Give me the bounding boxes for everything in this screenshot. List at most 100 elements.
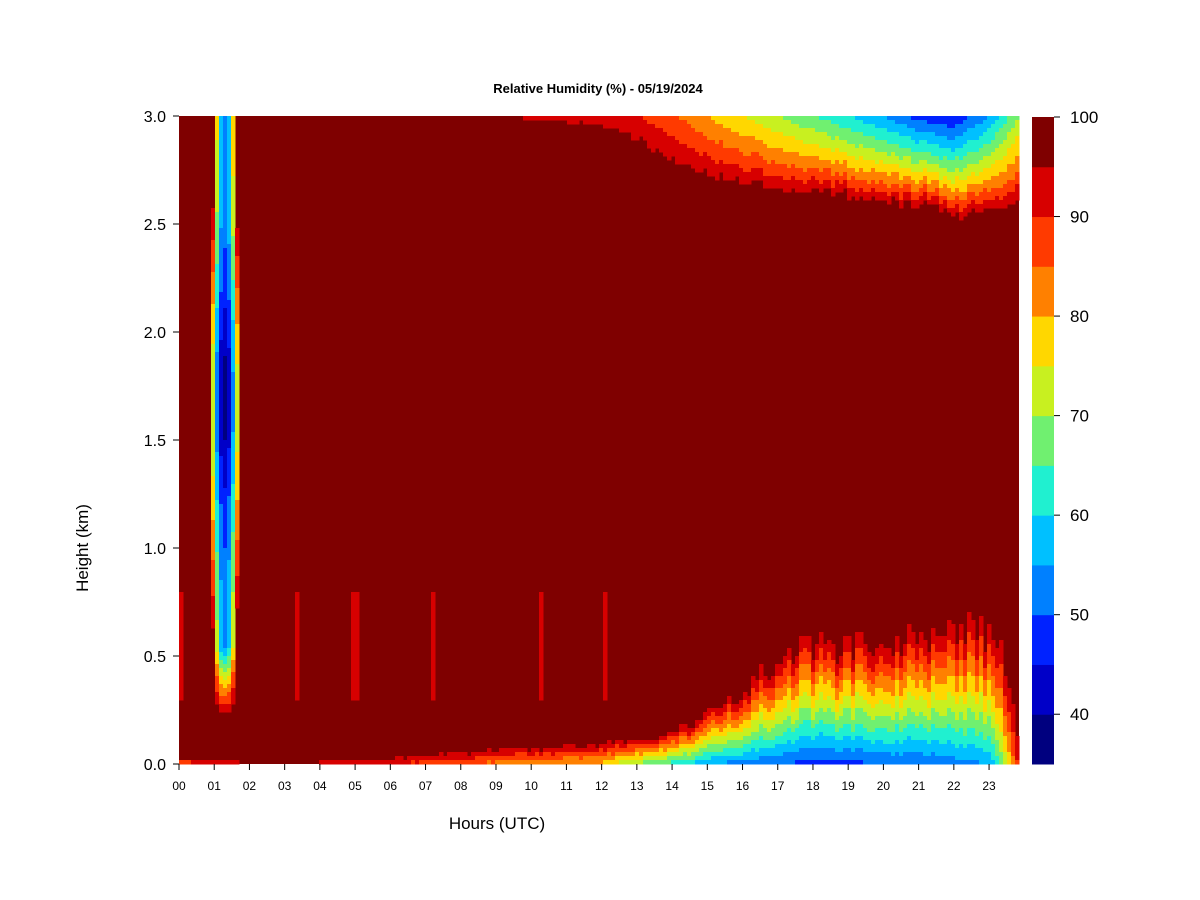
heatmap-cell xyxy=(887,188,892,197)
heatmap-cell xyxy=(835,148,840,161)
heatmap-cell xyxy=(835,740,840,753)
heatmap-cell xyxy=(611,116,616,129)
heatmap-cell xyxy=(811,176,816,189)
heatmap-cell xyxy=(947,128,952,141)
heatmap-cell xyxy=(735,720,740,729)
heatmap-cell xyxy=(1003,124,1008,141)
heatmap-cell xyxy=(387,760,392,765)
heatmap-cell xyxy=(743,116,748,137)
heatmap-cell xyxy=(971,676,976,697)
heatmap-cell xyxy=(535,748,540,753)
heatmap-cell xyxy=(987,680,992,701)
heatmap-cell xyxy=(983,120,988,133)
heatmap-cell xyxy=(743,752,748,761)
heatmap-cell xyxy=(715,744,720,753)
heatmap-cell xyxy=(795,152,800,169)
heatmap-cell xyxy=(403,760,408,765)
heatmap-cell xyxy=(883,192,888,201)
heatmap-cell xyxy=(667,732,672,737)
heatmap-cell xyxy=(751,688,756,701)
heatmap-cell xyxy=(863,136,868,149)
heatmap-cell xyxy=(979,148,984,161)
heatmap-cell xyxy=(971,116,976,129)
heatmap-cell xyxy=(683,116,688,121)
heatmap-cell xyxy=(923,132,928,141)
heatmap-cell xyxy=(755,700,760,713)
heatmap-cell xyxy=(895,164,900,173)
heatmap-cell xyxy=(959,192,964,201)
heatmap-cell xyxy=(663,116,668,133)
heatmap-cell xyxy=(911,140,916,153)
heatmap-cell xyxy=(715,728,720,737)
heatmap-cell xyxy=(851,708,856,721)
heatmap-cell xyxy=(799,180,804,193)
colorbar-segment xyxy=(1032,216,1054,267)
heatmap-cell xyxy=(967,672,972,693)
heatmap-cell xyxy=(895,156,900,165)
heatmap-cell xyxy=(211,208,216,241)
heatmap-cell xyxy=(975,184,980,197)
heatmap-cell xyxy=(1007,712,1012,733)
heatmap-cell xyxy=(639,116,644,137)
heatmap-cell xyxy=(951,128,956,141)
heatmap-cell xyxy=(879,172,884,181)
heatmap-cell xyxy=(931,132,936,145)
heatmap-cell xyxy=(827,180,832,189)
heatmap-cell xyxy=(835,172,840,181)
heatmap-cell xyxy=(939,188,944,197)
colorbar-tick-label: 70 xyxy=(1070,407,1089,426)
heatmap-cell xyxy=(903,136,908,149)
heatmap-cell xyxy=(663,736,668,741)
heatmap-cell xyxy=(983,156,988,169)
heatmap-cell xyxy=(731,148,736,165)
heatmap-cell xyxy=(879,656,884,673)
heatmap-cell xyxy=(867,116,872,125)
heatmap-cell xyxy=(1015,120,1020,137)
heatmap-cell xyxy=(915,644,920,661)
heatmap-cell xyxy=(219,676,224,685)
heatmap-cell xyxy=(927,200,932,205)
heatmap-cell xyxy=(743,760,748,765)
heatmap-cell xyxy=(1011,144,1016,165)
heatmap-cell xyxy=(331,760,336,765)
heatmap-cell xyxy=(643,760,648,765)
heatmap-cell xyxy=(951,624,956,645)
heatmap-cell xyxy=(731,748,736,757)
heatmap-cell xyxy=(915,688,920,701)
heatmap-cell xyxy=(183,760,188,765)
heatmap-cell xyxy=(783,696,788,709)
heatmap-cell xyxy=(619,760,624,765)
heatmap-cell xyxy=(499,756,504,761)
heatmap-cell xyxy=(763,116,768,129)
heatmap-cell xyxy=(807,760,812,765)
heatmap-cell xyxy=(451,752,456,761)
heatmap-cell xyxy=(887,676,892,693)
heatmap-cell xyxy=(607,116,612,129)
heatmap-cell xyxy=(859,132,864,145)
heatmap-cell xyxy=(975,640,980,661)
heatmap-cell xyxy=(179,592,184,701)
heatmap-cell xyxy=(319,760,324,765)
heatmap-cell xyxy=(751,732,756,741)
heatmap-cell xyxy=(963,736,968,749)
heatmap-cell xyxy=(227,760,232,765)
heatmap-cell xyxy=(923,184,928,193)
heatmap-cell xyxy=(831,724,836,737)
heatmap-cell xyxy=(803,116,808,129)
heatmap-cell xyxy=(787,152,792,169)
heatmap-cell xyxy=(751,748,756,761)
heatmap-cell xyxy=(891,680,896,697)
heatmap-cell xyxy=(799,140,804,157)
heatmap-cell xyxy=(695,732,700,741)
heatmap-cell xyxy=(843,668,848,681)
x-axis-label: Hours (UTC) xyxy=(449,814,545,833)
heatmap-cell xyxy=(939,204,944,213)
heatmap-cell xyxy=(231,760,236,765)
heatmap-cell xyxy=(415,756,420,765)
heatmap-cell xyxy=(783,116,788,121)
x-tick-label: 21 xyxy=(912,779,926,793)
heatmap-cell xyxy=(819,160,824,173)
heatmap-cell xyxy=(623,744,628,749)
chart-title: Relative Humidity (%) - 05/19/2024 xyxy=(493,81,703,96)
heatmap-cell xyxy=(703,752,708,761)
